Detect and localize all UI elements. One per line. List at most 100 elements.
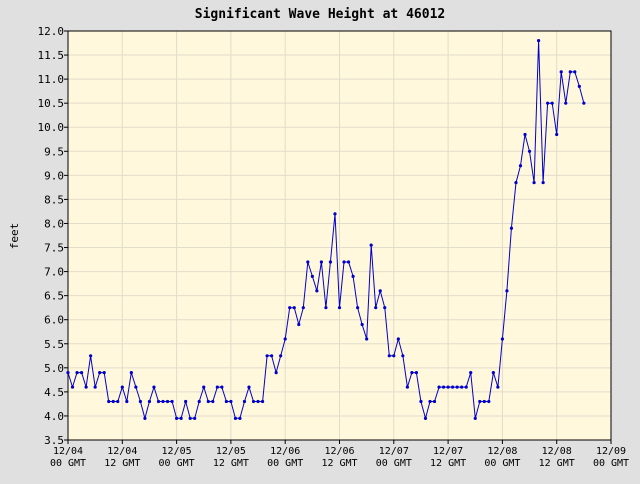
data-point <box>360 322 364 327</box>
y-tick-label: 4.5 <box>44 386 64 399</box>
data-point <box>482 399 486 404</box>
data-point <box>89 354 93 358</box>
series-wave-height <box>66 39 586 421</box>
data-point <box>147 399 152 404</box>
data-point <box>324 306 328 310</box>
data-point <box>423 416 428 420</box>
data-point <box>514 180 518 185</box>
data-point <box>460 385 464 389</box>
chart-title: Significant Wave Height at 46012 <box>195 7 445 22</box>
data-point <box>75 371 79 375</box>
data-point <box>116 399 120 404</box>
data-point <box>455 385 459 389</box>
y-tick-label: 9.0 <box>44 169 64 182</box>
x-tick-label-date: 12/08 <box>542 446 572 457</box>
data-point <box>469 371 473 375</box>
data-point <box>265 354 269 358</box>
data-point <box>256 399 260 404</box>
data-point <box>215 385 219 389</box>
data-point <box>66 371 70 375</box>
data-point <box>374 306 378 310</box>
data-point <box>342 260 346 264</box>
data-point <box>396 337 400 341</box>
x-tick-label-date: 12/05 <box>216 446 246 457</box>
data-point <box>437 385 441 389</box>
data-point <box>184 399 188 404</box>
data-point <box>301 306 305 310</box>
data-point <box>527 149 532 153</box>
y-tick-label: 11.5 <box>38 49 65 62</box>
data-point <box>546 101 550 105</box>
data-point <box>446 385 450 389</box>
data-point <box>125 399 129 404</box>
data-point <box>537 39 541 43</box>
data-point <box>518 164 523 168</box>
data-point <box>129 371 133 375</box>
data-point <box>365 337 369 341</box>
data-point <box>279 354 283 358</box>
data-point <box>509 226 514 230</box>
data-point <box>319 260 323 264</box>
data-point <box>568 70 572 74</box>
data-point <box>134 385 138 389</box>
data-point <box>242 399 247 404</box>
y-tick-label: 12.0 <box>38 25 65 38</box>
data-point <box>464 385 468 389</box>
data-point <box>193 416 197 420</box>
data-point <box>410 371 414 375</box>
data-point <box>401 354 405 358</box>
x-tick-label-date: 12/09 <box>596 446 626 457</box>
data-point <box>310 274 314 278</box>
data-point <box>247 385 251 389</box>
data-point <box>292 306 296 310</box>
data-point <box>356 306 360 310</box>
data-point <box>414 371 419 375</box>
data-point <box>188 416 192 420</box>
data-point <box>270 354 274 358</box>
data-point <box>378 289 382 293</box>
data-point <box>229 399 233 404</box>
data-point <box>419 399 423 404</box>
data-point <box>143 416 147 420</box>
x-tick-label-time: 00 GMT <box>159 458 195 469</box>
y-tick-label: 9.5 <box>44 145 64 158</box>
x-tick-label-date: 12/06 <box>324 446 354 457</box>
x-tick-label-date: 12/04 <box>53 446 83 457</box>
x-tick-label-time: 12 GMT <box>430 458 466 469</box>
data-point <box>161 399 165 404</box>
data-point <box>550 101 554 105</box>
data-point <box>541 180 545 185</box>
data-point <box>573 70 577 74</box>
y-tick-label: 8.0 <box>44 217 64 230</box>
x-tick-label-time: 12 GMT <box>104 458 140 469</box>
data-point <box>70 385 75 389</box>
data-point <box>175 416 179 420</box>
data-point <box>79 371 84 375</box>
data-point <box>432 399 437 404</box>
data-point <box>283 337 287 341</box>
y-tick-label: 6.5 <box>44 290 64 303</box>
x-tick-label-time: 12 GMT <box>539 458 575 469</box>
x-tick-label-time: 00 GMT <box>267 458 303 469</box>
x-tick-label-time: 12 GMT <box>213 458 249 469</box>
data-point <box>496 385 500 389</box>
data-point <box>555 132 559 137</box>
data-point <box>532 180 536 185</box>
data-point <box>337 306 342 310</box>
y-tick-label: 10.0 <box>38 121 65 134</box>
data-point <box>93 385 97 389</box>
x-tick-label-time: 00 GMT <box>484 458 520 469</box>
data-point <box>251 399 256 404</box>
data-point <box>152 385 156 389</box>
data-point <box>197 399 201 404</box>
data-point <box>156 399 161 404</box>
data-point <box>559 70 563 74</box>
y-axis-label: feet <box>8 223 21 250</box>
data-point <box>224 399 228 404</box>
data-point <box>346 260 351 264</box>
data-point <box>392 354 396 358</box>
y-tick-label: 7.5 <box>44 242 64 255</box>
